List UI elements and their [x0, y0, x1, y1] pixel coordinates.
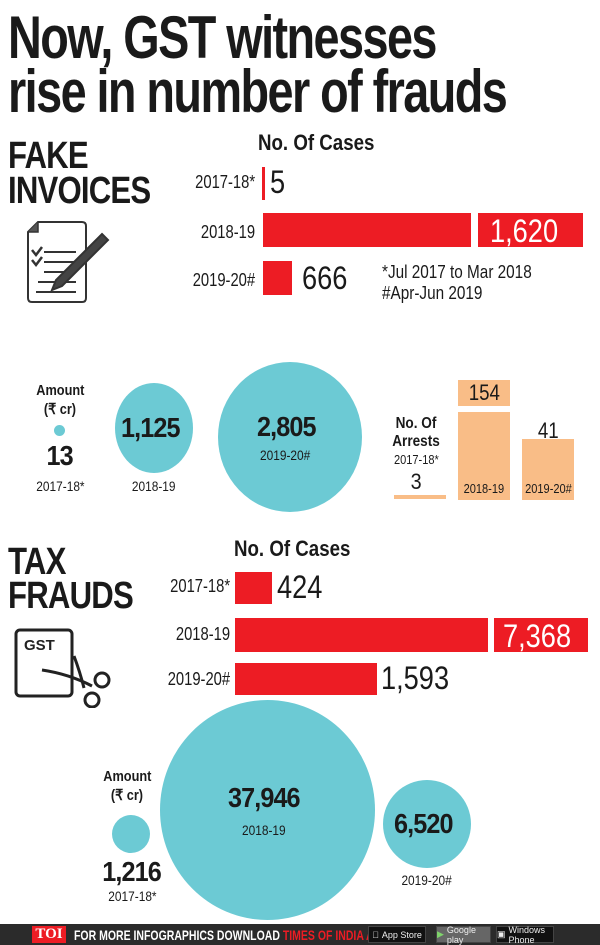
- google-play-label: Google play: [446, 924, 476, 945]
- year-amount-fake-2019-20: 2019-20#: [260, 447, 311, 463]
- year-amount-fake-2017-18: 2017-18*: [35, 478, 85, 494]
- amount-label-fake: Amount (₹ cr): [28, 382, 92, 419]
- arrest-bar-2017-18: [394, 495, 446, 499]
- arrests-value-2018-19: 154: [468, 380, 500, 405]
- arrest-bar-2018-19: 2018-19: [458, 412, 510, 500]
- year-amount-tax-2019-20: 2019-20#: [401, 872, 453, 888]
- amount-label-line1: Amount: [35, 382, 85, 399]
- google-play-badge[interactable]: ▶ Google play: [436, 924, 491, 945]
- section-title-fake: FAKE: [8, 135, 89, 177]
- bubble-fake-2017-18-year-wrap: 2017-18*: [28, 478, 92, 496]
- bar-tax-2019-20: [235, 663, 377, 695]
- footer-text: FOR MORE INFOGRAPHICS DOWNLOAD: [74, 927, 280, 943]
- year-label: 2019-20#: [192, 270, 255, 290]
- row-label-wrap: 2017-18*: [150, 172, 255, 193]
- bar-tax-2018-19-label-bg: [494, 618, 588, 652]
- value-amount-fake-2018-19: 1,125: [121, 412, 181, 443]
- bar-fake-2018-19-label-bg: [478, 213, 583, 247]
- arrests-year-2019-20: 2019-20#: [524, 481, 572, 496]
- value-amount-fake-2017-18: 13: [46, 440, 74, 471]
- windows-icon: ▣: [497, 929, 506, 939]
- headline-line-2: rise in number of frauds: [8, 58, 508, 125]
- year-label: 2017-18*: [170, 576, 230, 596]
- arrests-value-2017-18: 3: [410, 469, 422, 494]
- amount-label-tax: Amount (₹ cr): [92, 768, 162, 805]
- value-tax-2018-19: 7,368: [503, 618, 572, 654]
- bubble-fake-2018-19: 1,125: [115, 383, 193, 473]
- bubble-tax-2017-18: [112, 815, 150, 853]
- value-fake-2019-20: 666: [302, 260, 348, 296]
- arrests-2019-20-value-wrap: 41: [522, 418, 574, 444]
- value-tax-2019-20: 1,593: [381, 660, 450, 696]
- row-label-wrap: 2017-18*: [130, 576, 230, 597]
- bubble-tax-2018-19: 37,946 2018-19: [160, 700, 375, 920]
- bubble-fake-2017-18: [54, 425, 65, 436]
- play-icon: ▶: [437, 929, 444, 939]
- section-title-tax: TAX: [8, 541, 66, 583]
- cases-header-tax: No. Of Cases: [234, 536, 351, 561]
- windows-phone-label: Windows Phone: [508, 924, 546, 945]
- amount-label-line2: (₹ cr): [110, 787, 144, 804]
- bar-fake-2018-19: [263, 213, 471, 247]
- bubble-tax-2019-20: 6,520: [383, 780, 471, 868]
- amount-label-line2: (₹ cr): [43, 401, 77, 418]
- row-label-wrap: 2018-19: [130, 624, 230, 645]
- headline-line-1: Now, GST witnesses: [8, 4, 437, 71]
- year-label: 2018-19: [175, 624, 230, 644]
- value-amount-fake-2019-20: 2,805: [257, 411, 317, 442]
- bubble-tax-2017-18-value-wrap: 1,216: [92, 856, 172, 888]
- arrests-label-line2: Arrests: [392, 433, 440, 450]
- arrests-year-2018-19: 2018-19: [463, 481, 505, 496]
- section-title-invoices: INVOICES: [8, 170, 151, 212]
- year-label: 2017-18*: [195, 172, 255, 192]
- arrest-value-box-2018-19: 154: [458, 380, 510, 406]
- value-fake-2018-19: 1,620: [490, 213, 559, 249]
- year-amount-tax-2017-18: 2017-18*: [107, 888, 157, 904]
- year-label: 2019-20#: [167, 669, 230, 689]
- bar-fake-2017-18: [262, 167, 265, 200]
- windows-phone-badge[interactable]: ▣ Windows Phone: [496, 924, 554, 945]
- arrests-label: No. Of Arrests 2017-18* 3: [385, 415, 447, 495]
- value-tax-2017-18: 424: [277, 569, 323, 605]
- bubble-tax-2017-18-year-wrap: 2017-18*: [92, 888, 172, 906]
- cases-header-fake: No. Of Cases: [258, 130, 375, 155]
- bar-tax-2018-19: [235, 618, 488, 652]
- footer-app-name[interactable]: TIMES OF INDIA APP: [282, 927, 388, 943]
- value-amount-tax-2018-19: 37,946: [227, 782, 301, 813]
- bubble-fake-2018-19-year-wrap: 2018-19: [115, 478, 193, 496]
- footer-promo: FOR MORE INFOGRAPHICS DOWNLOAD TIMES OF …: [74, 927, 388, 943]
- invoice-pen-icon: [20, 220, 110, 305]
- value-fake-2017-18: 5: [270, 164, 286, 200]
- footnote-2: #Apr-Jun 2019: [382, 283, 483, 303]
- footnote-1: *Jul 2017 to Mar 2018: [382, 262, 532, 282]
- app-store-badge[interactable]:  App Store: [368, 926, 426, 943]
- section-title-frauds: FRAUDS: [8, 575, 134, 617]
- arrest-bar-2019-20: 2019-20#: [522, 439, 574, 500]
- value-amount-tax-2017-18: 1,216: [102, 856, 162, 887]
- year-amount-fake-2018-19: 2018-19: [132, 478, 176, 494]
- svg-text:GST: GST: [24, 637, 55, 654]
- amount-label-line1: Amount: [102, 768, 152, 785]
- row-label-wrap: 2018-19: [150, 222, 255, 243]
- year-amount-tax-2018-19: 2018-19: [241, 822, 286, 838]
- bubble-fake-2017-18-value-wrap: 13: [28, 440, 92, 472]
- arrests-label-line1: No. Of: [395, 415, 437, 432]
- arrests-year-2017-18: 2017-18*: [393, 452, 439, 467]
- arrests-value-2019-20: 41: [537, 418, 559, 443]
- gst-scissors-icon: GST: [14, 628, 114, 709]
- apple-icon: : [372, 930, 379, 940]
- row-label-wrap: 2019-20#: [150, 270, 255, 291]
- toi-logo: TOI: [32, 926, 66, 943]
- footer-bar: TOI FOR MORE INFOGRAPHICS DOWNLOAD TIMES…: [0, 924, 600, 945]
- value-amount-tax-2019-20: 6,520: [394, 808, 454, 839]
- bubble-tax-2019-20-year-wrap: 2019-20#: [383, 872, 471, 890]
- row-label-wrap: 2019-20#: [130, 669, 230, 690]
- app-store-label: App Store: [378, 929, 422, 940]
- bar-tax-2017-18: [235, 572, 272, 604]
- year-label: 2018-19: [200, 222, 255, 242]
- bar-fake-2019-20: [263, 261, 292, 295]
- bubble-fake-2019-20: 2,805 2019-20#: [218, 362, 362, 512]
